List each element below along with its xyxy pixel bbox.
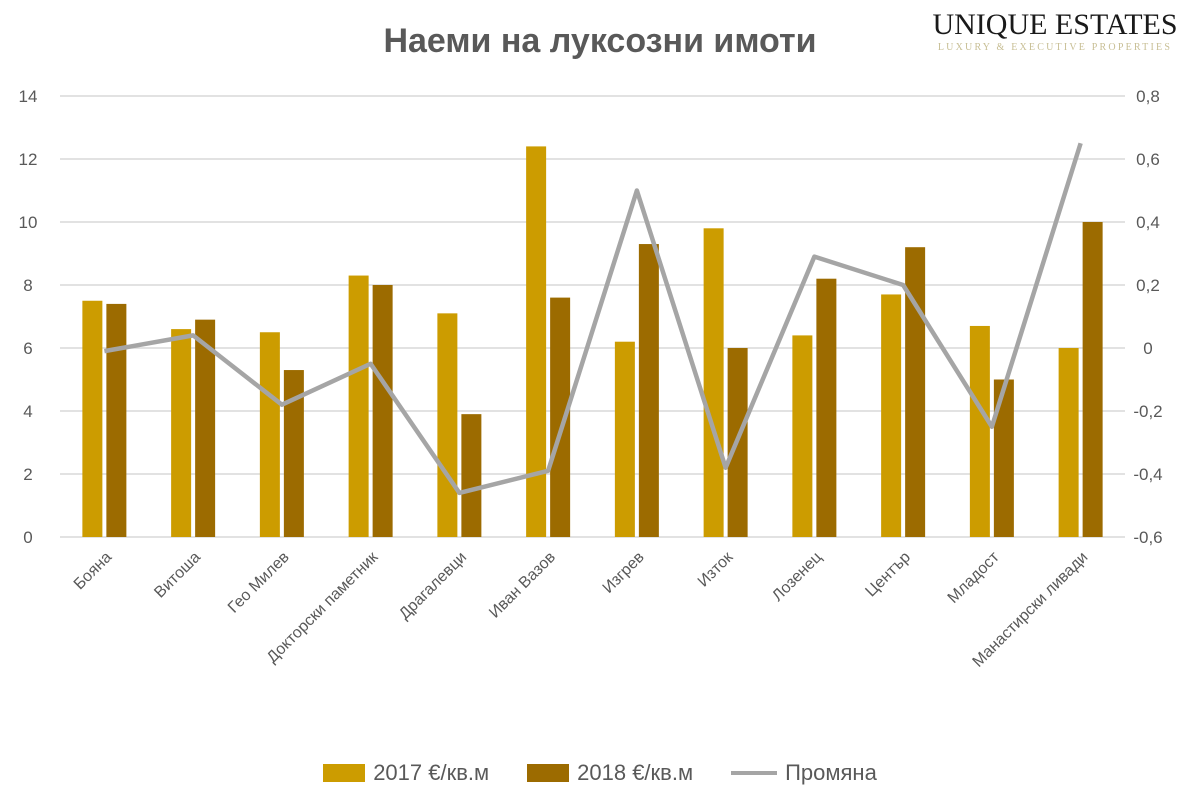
y2-tick-label: 0 [1143, 339, 1152, 358]
logo-name: UNIQUE ESTATES [932, 8, 1178, 41]
x-tick-label: Драгалевци [396, 549, 470, 623]
legend-label-change: Промяна [785, 760, 877, 785]
y-tick-label: 4 [23, 402, 32, 421]
y-tick-label: 14 [19, 87, 38, 106]
logo-tagline: LUXURY & EXECUTIVE PROPERTIES [937, 42, 1173, 53]
bar-2018 [1082, 222, 1103, 537]
bar-2018 [461, 414, 482, 537]
x-tick-label: Изток [695, 548, 737, 590]
x-tick-label: Витоша [151, 549, 204, 602]
bar-2017 [614, 341, 635, 537]
y2-tick-label: 0,4 [1136, 213, 1160, 232]
x-tick-label: Център [862, 549, 914, 601]
y-tick-label: 8 [23, 276, 32, 295]
bar-2017 [1058, 348, 1079, 537]
x-tick-label: Изгрев [600, 549, 648, 597]
y2-tick-label: -0,6 [1133, 528, 1162, 547]
legend-label-2017: 2017 €/кв.м [373, 760, 490, 785]
chart-title: Наеми на луксозни имоти [383, 22, 817, 60]
bar-2018 [195, 319, 216, 537]
bar-2018 [106, 303, 127, 537]
bar-2018 [283, 370, 304, 537]
bar-2017 [703, 228, 724, 538]
bar-2018 [372, 285, 393, 537]
bar-2018 [993, 379, 1014, 537]
legend-swatch-2017 [323, 764, 366, 782]
x-tick-label: Иван Вазов [486, 549, 559, 622]
unique-estates-logo: UNIQUE ESTATES LUXURY & EXECUTIVE PROPER… [920, 8, 1190, 53]
bar-2017 [526, 146, 547, 537]
legend-line-change [731, 771, 778, 775]
legend-item-change: Промяна [731, 760, 877, 786]
x-tick-label: Бояна [71, 549, 115, 593]
y2-tick-label: 0,6 [1136, 150, 1160, 169]
y-tick-label: 6 [23, 339, 32, 358]
y-tick-label: 10 [19, 213, 38, 232]
bar-2017 [881, 294, 902, 537]
bar-2018 [550, 297, 571, 537]
legend-item-2017: 2017 €/кв.м [323, 760, 489, 786]
y2-tick-label: -0,2 [1133, 402, 1162, 421]
y-tick-label: 0 [23, 528, 32, 547]
bar-2017 [437, 313, 458, 537]
x-tick-label: Гео Милев [225, 549, 293, 617]
bar-2018 [638, 244, 659, 538]
y2-tick-label: -0,4 [1133, 465, 1162, 484]
bar-2017 [259, 332, 280, 537]
legend: 2017 €/кв.м 2018 €/кв.м Промяна [0, 760, 1200, 786]
change-line [103, 142, 1083, 496]
bar-2017 [348, 275, 369, 537]
x-tick-label: Младост [945, 548, 1004, 607]
bar-2017 [82, 300, 103, 537]
x-tick-label: Лозенец [769, 549, 825, 605]
bar-2018 [816, 278, 837, 537]
bar-2017 [969, 325, 990, 537]
y2-tick-label: 0,8 [1136, 87, 1160, 106]
legend-swatch-2018 [527, 764, 570, 782]
bar-2017 [171, 329, 192, 537]
bar-2017 [792, 335, 813, 537]
y-tick-label: 2 [23, 465, 32, 484]
y2-tick-label: 0,2 [1136, 276, 1160, 295]
legend-item-2018: 2018 €/кв.м [527, 760, 693, 786]
legend-label-2018: 2018 €/кв.м [577, 760, 694, 785]
y-tick-label: 12 [19, 150, 38, 169]
bar-2018 [905, 247, 926, 537]
